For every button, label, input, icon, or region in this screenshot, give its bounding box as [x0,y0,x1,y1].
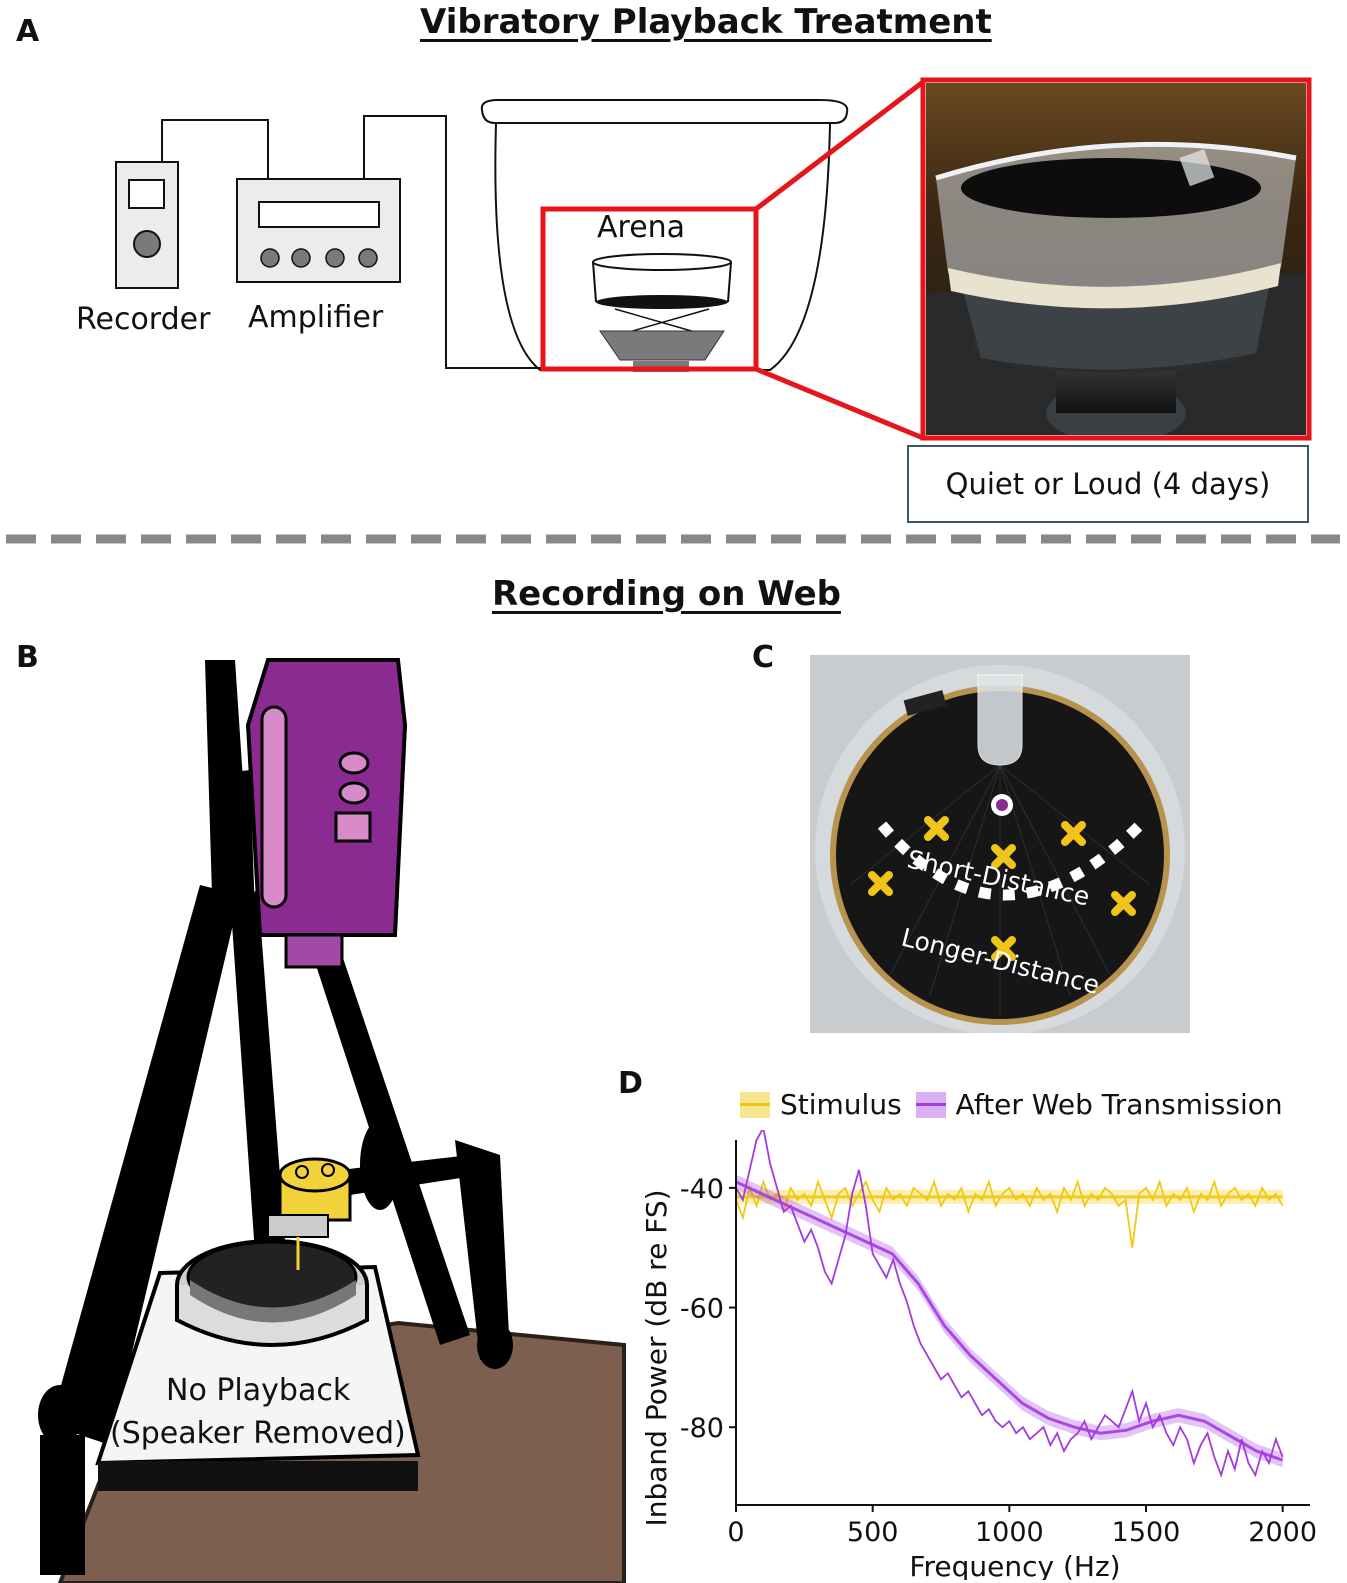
web-arena [175,1239,369,1347]
section-title-vibratory: Vibratory Playback Treatment [420,2,992,42]
trend-line-1 [735,1180,1284,1462]
camera [245,658,408,969]
series-line-1 [735,1130,1284,1478]
power-chart: 0 500 1000 1500 2000 -40 -60 -80 Frequency (Hz)… [640,1130,1317,1580]
chart-legend: Stimulus After Web Transmission [740,1088,1297,1121]
y-tick-label: -60 [680,1294,724,1325]
x-tick-label: 1500 [1112,1517,1181,1548]
arena-label: Arena [597,210,686,245]
platform-label-line1: No Playback [166,1373,351,1408]
micromanipulator-arm [340,1120,513,1369]
legend-swatch-web [915,1091,946,1118]
treatment-label-box: Quiet or Loud (4 days) [907,445,1309,523]
recorder-label: Recorder [76,302,211,337]
legend-label-web: After Web Transmission [955,1088,1283,1121]
x-tick-label: 1000 [975,1517,1044,1548]
arena-photo [926,83,1306,435]
section-divider [6,534,1340,544]
legend-label-stimulus: Stimulus [780,1088,902,1121]
recorder-device [115,161,179,289]
panel-label-d: D [618,1066,643,1101]
platform-label-line2: (Speaker Removed) [110,1416,406,1451]
y-tick-label: -40 [680,1174,724,1205]
section-title-recording: Recording on Web [492,574,841,614]
web-photo: Short-Distance Longer-Distance [810,655,1190,1033]
y-axis-label: Inband Power (dB re FS) [640,1189,673,1526]
x-axis-label: Frequency (Hz) [909,1550,1120,1580]
sensor [267,1157,352,1270]
panel-label-c: C [752,640,775,675]
legend-item-web: After Web Transmission [915,1088,1283,1121]
x-tick-label: 2000 [1248,1517,1317,1548]
x-tick-label: 0 [727,1517,744,1548]
distance-boundary [877,821,1144,901]
x-tick-label: 500 [847,1517,899,1548]
panel-label-b: B [16,640,39,675]
arena-setup [592,253,732,372]
zoom-highlight [540,77,1312,441]
amplifier-label: Amplifier [248,300,384,335]
connection-wires [161,115,545,369]
web-silk [849,764,1151,1015]
recording-setup-illustration [38,658,626,1583]
panel-label-a: A [16,14,40,49]
series-line-0 [735,1179,1284,1248]
legend-swatch-stimulus [740,1091,770,1118]
y-tick-label: -80 [680,1413,724,1444]
amplifier-device [236,178,401,283]
playback-schematic [115,77,1312,441]
legend-item-stimulus: Stimulus [740,1088,902,1121]
playback-markers [868,816,1136,961]
